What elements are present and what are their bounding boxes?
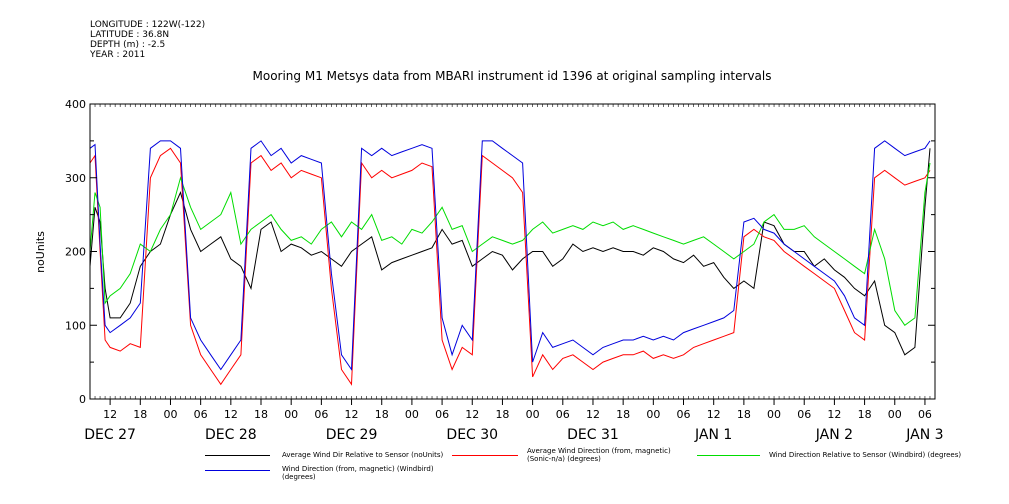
x-day-label: DEC 30 bbox=[446, 427, 498, 443]
x-tick-label: 18 bbox=[495, 408, 509, 421]
x-tick-label: 00 bbox=[163, 408, 177, 421]
x-tick-label: 12 bbox=[345, 408, 359, 421]
x-tick-label: 06 bbox=[314, 408, 328, 421]
x-tick-label: 00 bbox=[284, 408, 298, 421]
x-tick-label: 06 bbox=[556, 408, 570, 421]
x-tick-label: 18 bbox=[737, 408, 751, 421]
x-tick-label: 00 bbox=[526, 408, 540, 421]
x-tick-label: 06 bbox=[435, 408, 449, 421]
x-tick-label: 12 bbox=[465, 408, 479, 421]
x-tick-label: 12 bbox=[224, 408, 238, 421]
legend-label: Wind Direction Relative to Sensor (Windb… bbox=[769, 451, 962, 459]
legend-swatch bbox=[452, 455, 518, 456]
x-tick-label: 06 bbox=[677, 408, 691, 421]
legend-label: Average Wind Dir Relative to Sensor (noU… bbox=[282, 451, 444, 459]
legend-swatch bbox=[697, 455, 760, 456]
x-tick-label: 06 bbox=[918, 408, 932, 421]
series-line-1 bbox=[89, 147, 931, 386]
y-tick-label: 100 bbox=[65, 319, 86, 332]
x-day-label: DEC 27 bbox=[84, 427, 136, 443]
legend-label: Average Wind Direction (from, magnetic) … bbox=[527, 447, 671, 463]
meta-depth: DEPTH (m) : -2.5 bbox=[90, 40, 166, 50]
y-tick-label: 200 bbox=[65, 246, 86, 259]
metadata-block: LONGITUDE : 122W(-122) LATITUDE : 36.8N … bbox=[90, 20, 205, 60]
legend-swatch bbox=[205, 470, 270, 471]
y-tick-label: 0 bbox=[79, 393, 86, 406]
x-tick-label: 18 bbox=[616, 408, 630, 421]
x-tick-label: 00 bbox=[767, 408, 781, 421]
x-tick-label: 00 bbox=[405, 408, 419, 421]
x-tick-label: 18 bbox=[858, 408, 872, 421]
chart-title: Mooring M1 Metsys data from MBARI instru… bbox=[253, 69, 772, 83]
x-tick-label: 06 bbox=[194, 408, 208, 421]
plot-frame bbox=[89, 103, 936, 400]
series-line-2 bbox=[89, 162, 931, 327]
x-tick-label: 06 bbox=[797, 408, 811, 421]
x-day-label: DEC 29 bbox=[326, 427, 378, 443]
y-tick-label: 400 bbox=[65, 98, 86, 111]
x-day-label: DEC 31 bbox=[567, 427, 619, 443]
x-tick-label: 18 bbox=[254, 408, 268, 421]
x-day-label: JAN 2 bbox=[815, 427, 853, 443]
x-tick-label: 18 bbox=[375, 408, 389, 421]
series-line-3 bbox=[89, 140, 931, 372]
x-tick-label: 00 bbox=[888, 408, 902, 421]
x-day-label: JAN 1 bbox=[694, 427, 732, 443]
meta-year: YEAR : 2011 bbox=[90, 50, 146, 60]
meta-longitude: LONGITUDE : 122W(-122) bbox=[90, 20, 206, 30]
meta-latitude: LATITUDE : 36.8N bbox=[90, 30, 170, 40]
x-tick-label: 12 bbox=[707, 408, 721, 421]
x-tick-label: 12 bbox=[586, 408, 600, 421]
plot-area: 0 100 200 300 400 12 18 00 06 12 18 00 06 12 18 00 06 12 1… bbox=[65, 98, 944, 443]
y-axis-label: noUnits bbox=[34, 231, 47, 273]
legend-label: Wind Direction (from, magnetic) (Windbir… bbox=[282, 465, 434, 481]
x-tick-label: 12 bbox=[827, 408, 841, 421]
x-tick-label: 00 bbox=[646, 408, 660, 421]
x-tick-label: 18 bbox=[133, 408, 147, 421]
y-tick-label: 300 bbox=[65, 172, 86, 185]
x-day-label: JAN 3 bbox=[905, 427, 943, 443]
legend-swatch bbox=[205, 455, 270, 456]
series-line-0 bbox=[89, 148, 931, 356]
x-day-label: DEC 28 bbox=[205, 427, 257, 443]
x-tick-label: 12 bbox=[103, 408, 117, 421]
